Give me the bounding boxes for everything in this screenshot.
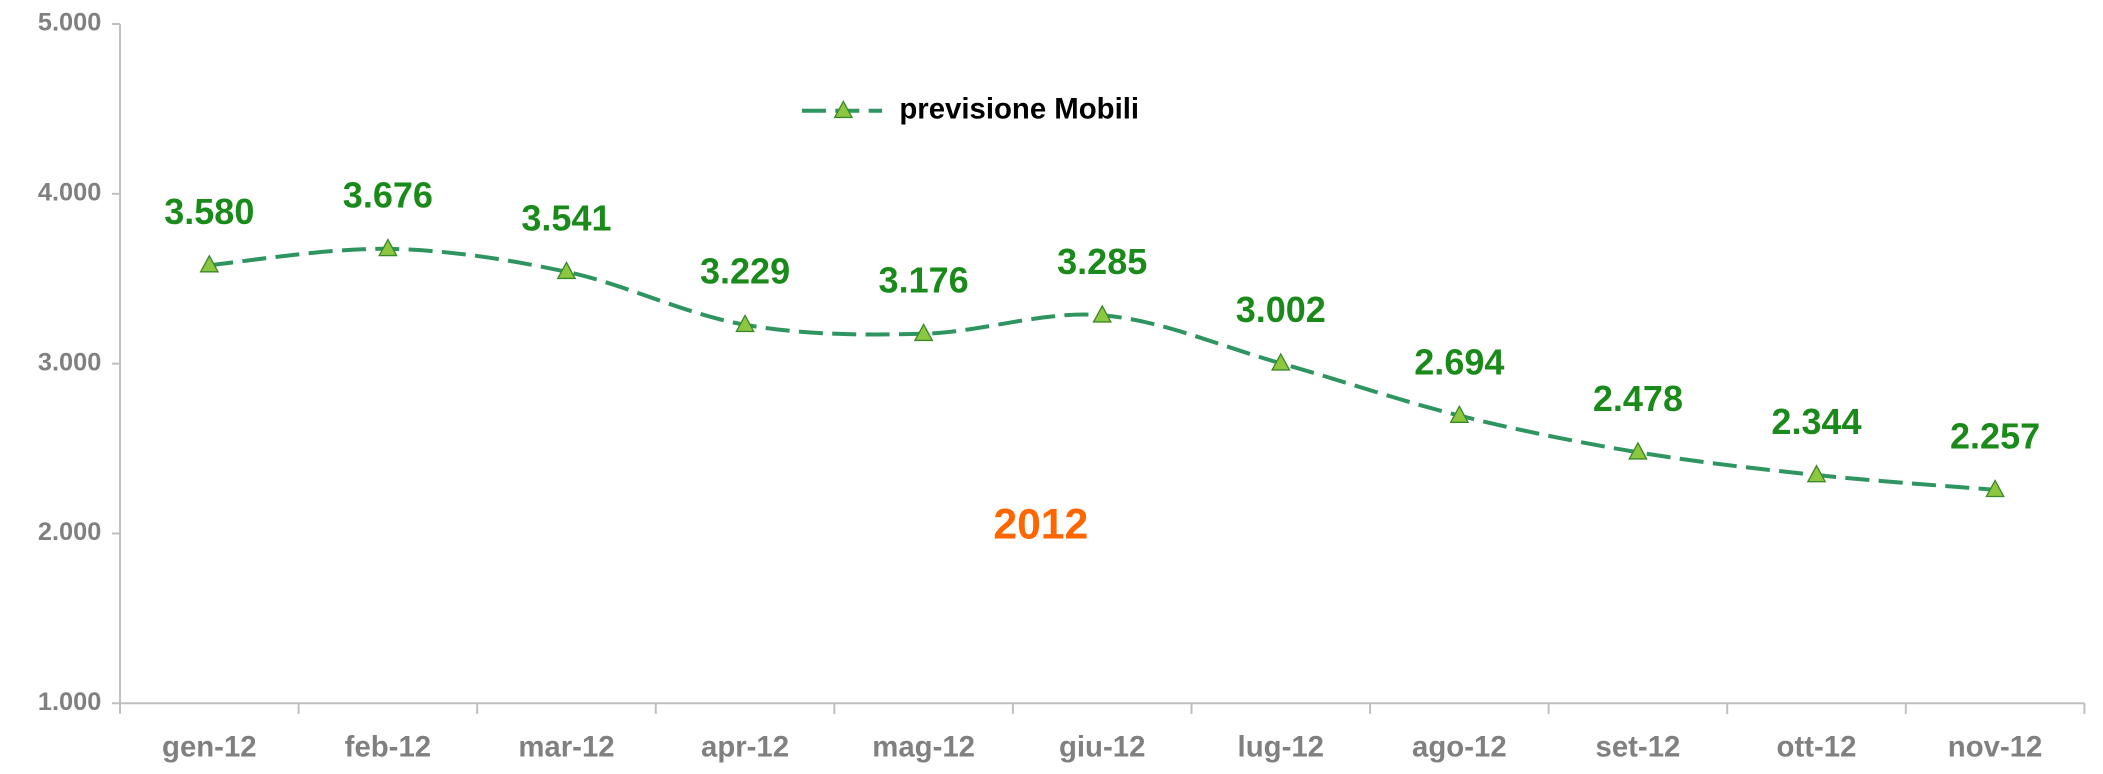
marker [1806, 464, 1827, 483]
x-tick-label: mag-12 [872, 730, 975, 763]
marker [1092, 304, 1113, 323]
y-tick-label: 2.000 [38, 518, 101, 546]
legend-label: previsione Mobili [899, 93, 1139, 126]
marker [1449, 404, 1470, 423]
series-line [209, 246, 1996, 492]
legend-marker [833, 100, 854, 119]
marker [735, 314, 755, 333]
marker [199, 254, 220, 273]
x-tick-label: ott-12 [1777, 730, 1857, 763]
x-tick-label: giu-12 [1059, 730, 1145, 763]
x-tick-label: apr-12 [701, 730, 789, 763]
data-label: 3.229 [700, 251, 790, 292]
marker [378, 238, 398, 257]
y-tick-label: 5.000 [38, 9, 101, 37]
data-label: 3.176 [879, 260, 969, 301]
data-label: 2.478 [1593, 378, 1683, 419]
data-label: 2.257 [1950, 416, 2040, 457]
y-tick-label: 4.000 [38, 179, 101, 207]
annotation: 2012 [993, 500, 1088, 548]
x-tick-label: nov-12 [1948, 730, 2043, 763]
marker [1628, 441, 1648, 460]
data-label: 3.580 [164, 191, 254, 232]
x-tick-label: mar-12 [518, 730, 614, 763]
data-label: 3.002 [1236, 289, 1326, 330]
marker [556, 261, 577, 280]
y-tick-label: 1.000 [38, 688, 101, 716]
x-tick-label: lug-12 [1238, 730, 1324, 763]
x-tick-label: ago-12 [1412, 730, 1507, 763]
data-label: 2.344 [1771, 401, 1861, 442]
data-label: 3.676 [343, 175, 433, 216]
x-tick-label: feb-12 [345, 730, 431, 763]
x-tick-label: gen-12 [162, 730, 257, 763]
data-label: 3.285 [1057, 241, 1147, 282]
data-label: 3.541 [521, 198, 611, 239]
marker [1270, 352, 1291, 371]
x-tick-label: set-12 [1596, 730, 1681, 763]
marker [913, 323, 934, 342]
data-label: 2.694 [1414, 341, 1504, 382]
marker [1985, 479, 2005, 498]
y-tick-label: 3.000 [38, 348, 101, 376]
